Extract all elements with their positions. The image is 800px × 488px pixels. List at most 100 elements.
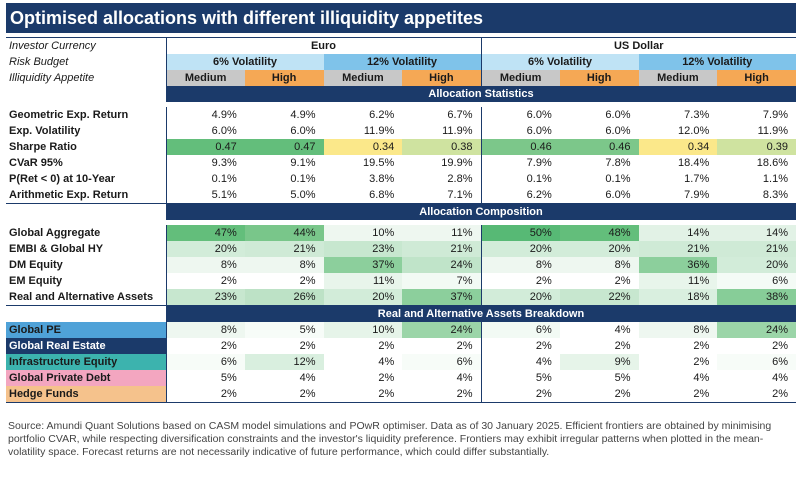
row-value: 5% <box>165 370 245 386</box>
high-label: High <box>244 70 324 86</box>
row-value: 2% <box>165 338 245 354</box>
row-value: 8% <box>480 257 560 273</box>
row-value: 2% <box>717 386 796 403</box>
row-value: 47% <box>165 225 245 241</box>
euro-6vol: 6% Volatility <box>165 54 324 70</box>
row-value: 22% <box>559 289 639 306</box>
investor-currency-label: Investor Currency <box>6 37 166 54</box>
row-value: 7.8% <box>605 157 631 169</box>
table-row: Global PE 8% 5% 10% 24% 6% 4% 8% 24% <box>6 322 796 338</box>
row-value: 11.9% <box>363 125 395 137</box>
row-value: 8% <box>165 322 245 338</box>
row-value: 6.8% <box>323 187 403 204</box>
row-value: 6.0% <box>480 123 560 139</box>
row-label: CVaR 95% <box>9 157 63 169</box>
row-value: 4% <box>559 322 639 338</box>
row-value: 6.0% <box>605 125 631 137</box>
source-note: Source: Amundi Quant Solutions based on … <box>8 420 772 458</box>
row-value: 36% <box>638 257 718 273</box>
table-row: Sharpe Ratio 0.47 0.47 0.34 0.38 0.46 0.46 0.34… <box>6 139 796 155</box>
row-label: EMBI & Global HY <box>9 243 104 255</box>
row-value: 24% <box>402 322 481 338</box>
row-value: 4% <box>299 372 316 384</box>
table-row: Infrastructure Equity 6% 12% 4% 6% 4% 9% 2% 6% <box>6 354 796 370</box>
table-row: Global Real Estate 2% 2% 2% 2% 2% 2% 2% 2% <box>6 338 796 354</box>
row-value: 2% <box>165 386 245 403</box>
row-value: 23% <box>165 289 245 306</box>
row-value: 0.47 <box>165 139 245 155</box>
row-label: Exp. Volatility <box>9 125 81 137</box>
usd-6vol: 6% Volatility <box>480 54 639 70</box>
row-value: 0.1% <box>165 171 245 187</box>
row-value: 1.1% <box>762 173 788 185</box>
table-row: CVaR 95% 9.3% 9.1% 19.5% 19.9% 7.9% 7.8% 18.4% 1… <box>6 155 796 171</box>
currency-usd: US Dollar <box>480 37 796 54</box>
row-value: 0.39 <box>717 139 796 155</box>
table-row: Global Aggregate 47% 44% 10% 11% 50% 48% 14% 14% <box>6 225 796 241</box>
row-value: 7.9% <box>638 187 718 204</box>
section-breakdown: Real and Alternative Assets Breakdown <box>6 305 796 322</box>
row-value: 0.46 <box>480 139 560 155</box>
row-value: 24% <box>402 257 481 273</box>
table-row: Geometric Exp. Return 4.9% 4.9% 6.2% 6.7% 6.0… <box>6 107 796 123</box>
row-value: 7.3% <box>684 109 710 121</box>
row-value: 14% <box>638 225 718 241</box>
row-value: 20% <box>323 289 403 306</box>
row-value: 20% <box>559 241 639 257</box>
section-breakdown-title: Real and Alternative Assets Breakdown <box>166 305 796 322</box>
row-value: 5% <box>480 370 560 386</box>
table-row: Arithmetic Exp. Return 5.1% 5.0% 6.8% 7.1% 6.… <box>6 187 796 204</box>
row-value: 2% <box>772 340 788 352</box>
row-value: 4% <box>323 354 403 370</box>
row-value: 6% <box>402 354 481 370</box>
row-label: DM Equity <box>9 259 63 271</box>
row-value: 8.3% <box>717 187 796 204</box>
row-value: 5% <box>614 372 631 384</box>
header-risk-row: Risk Budget 6% Volatility 12% Volatility… <box>6 54 796 70</box>
row-value: 0.34 <box>638 139 718 155</box>
row-value: 4% <box>772 372 788 384</box>
row-value: 4.9% <box>290 109 316 121</box>
allocation-table: Investor Currency Euro US Dollar Risk Bu… <box>6 37 796 403</box>
row-value: 2% <box>693 340 710 352</box>
row-value: 7% <box>402 273 481 289</box>
row-value: 19.5% <box>363 157 395 169</box>
row-value: 21% <box>244 241 324 257</box>
row-value: 38% <box>717 289 796 306</box>
row-value: 7.9% <box>480 155 560 171</box>
row-value: 8% <box>638 322 718 338</box>
row-label: Global Real Estate <box>6 338 166 354</box>
medium-label: Medium <box>323 70 403 86</box>
row-value: 0.38 <box>402 139 481 155</box>
row-value: 6.0% <box>559 187 639 204</box>
risk-budget-label: Risk Budget <box>9 56 69 68</box>
row-value: 1.7% <box>684 173 710 185</box>
row-label: Geometric Exp. Return <box>9 109 129 121</box>
row-value: 0.34 <box>323 139 403 155</box>
row-value: 6.2% <box>480 187 560 204</box>
row-value: 12.0% <box>678 125 710 137</box>
row-value: 44% <box>244 225 324 241</box>
row-label: P(Ret < 0) at 10-Year <box>9 173 116 185</box>
row-value: 20% <box>480 241 560 257</box>
row-value: 2% <box>638 386 718 403</box>
row-value: 11% <box>323 273 403 289</box>
row-value: 7.9% <box>762 109 788 121</box>
row-value: 2% <box>456 340 473 352</box>
row-value: 2% <box>165 273 245 289</box>
row-value: 12% <box>244 354 324 370</box>
row-value: 21% <box>638 241 718 257</box>
row-value: 9% <box>559 354 639 370</box>
row-value: 20% <box>717 257 796 273</box>
euro-12vol: 12% Volatility <box>323 54 481 70</box>
row-label: Global PE <box>6 322 166 338</box>
row-value: 4.9% <box>165 107 245 123</box>
row-label: Infrastructure Equity <box>6 354 166 370</box>
header-illiquidity-row: Illiquidity Appetite Medium High Medium … <box>6 70 796 86</box>
row-value: 2% <box>480 386 560 403</box>
table-row: Exp. Volatility 6.0% 6.0% 11.9% 11.9% 6.0% 6.0… <box>6 123 796 139</box>
row-value: 2% <box>559 386 639 403</box>
row-value: 37% <box>323 257 403 273</box>
illiquidity-label: Illiquidity Appetite <box>9 72 95 84</box>
row-value: 0.1% <box>480 171 560 187</box>
